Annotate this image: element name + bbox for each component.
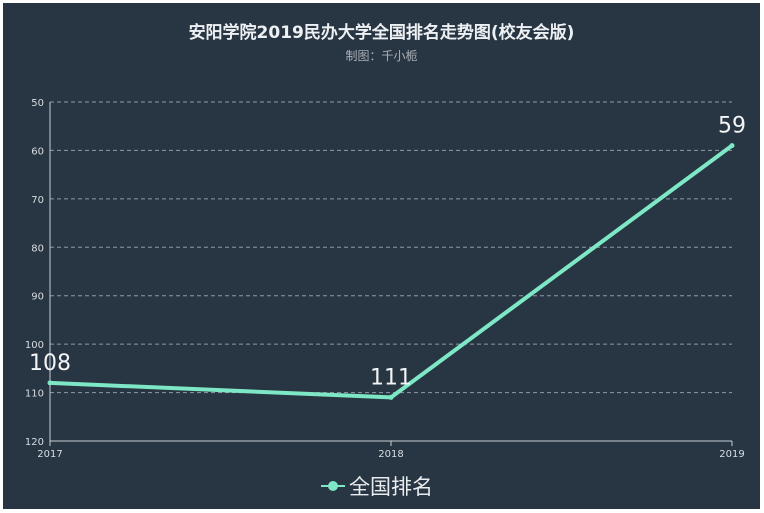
- data-point: [47, 380, 53, 386]
- chart-subtitle: 制图：千小栀: [345, 49, 418, 63]
- legend-marker-icon: [321, 479, 345, 493]
- y-tick-label: 80: [31, 243, 44, 254]
- x-tick-label: 2018: [378, 449, 403, 460]
- series-line: [48, 143, 734, 400]
- y-tick-label: 60: [31, 146, 44, 157]
- data-point: [388, 394, 394, 400]
- chart-panel: 安阳学院2019民办大学全国排名走势图(校友会版) 制图：千小栀 50 60 70 8…: [3, 3, 760, 509]
- chart-title: 安阳学院2019民办大学全国排名走势图(校友会版): [188, 23, 575, 43]
- data-label: 111: [370, 365, 412, 390]
- y-tick-label: 110: [25, 389, 44, 400]
- legend-label: 全国排名: [349, 475, 433, 499]
- data-label: 108: [29, 351, 71, 376]
- y-tick-label: 70: [31, 195, 44, 206]
- x-tick-label: 2019: [719, 449, 744, 460]
- legend-marker-dot: [328, 481, 338, 491]
- y-tick-label: 90: [31, 292, 44, 303]
- y-tick-label: 120: [25, 437, 44, 448]
- x-tick-label: 2017: [37, 449, 62, 460]
- legend[interactable]: 全国排名: [321, 473, 433, 499]
- data-point: [729, 143, 735, 149]
- y-tick-label: 100: [25, 340, 44, 351]
- y-tick-label: 50: [31, 98, 44, 109]
- data-label: 59: [718, 114, 746, 139]
